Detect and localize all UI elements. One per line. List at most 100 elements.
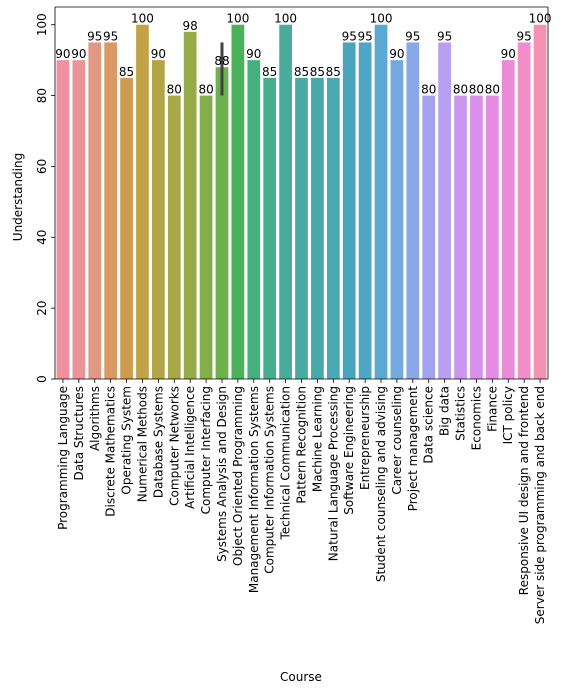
bar [485,95,499,380]
x-tick-label: Big data [438,386,452,436]
x-tick-label: Data science [422,386,436,464]
bar [199,95,213,380]
data-label: 100 [226,12,249,26]
y-tick-label: 40 [35,230,49,245]
bar [406,42,420,380]
bar [152,60,165,380]
x-tick-label: Discrete Mathematics [104,386,118,517]
data-label: 90 [151,47,166,61]
bar [247,60,261,380]
data-label: 98 [183,19,198,33]
data-label: 95 [405,29,420,43]
x-tick-label: Database Systems [151,386,165,498]
y-tick-label: 80 [35,88,49,103]
y-tick-label: 100 [35,13,49,36]
x-tick-label: Responsive UI design and frontend [517,386,531,595]
bar [167,95,181,380]
data-label: 80 [167,83,182,97]
bar [120,77,133,379]
x-tick-label: Management Information Systems [247,386,261,593]
bar [279,24,292,379]
bar [517,42,531,380]
data-label: 95 [437,29,452,43]
x-tick-label: Software Engineering [342,386,356,515]
x-tick-label: Programming Language [56,386,70,530]
y-tick-label: 60 [35,159,49,174]
data-label: 100 [131,12,154,26]
x-tick-label: Student counseling and advising [374,386,388,582]
data-label: 90 [71,47,86,61]
x-tick-label: Computer Interfacing [199,386,213,514]
bar [454,95,467,380]
x-tick-label: Artificial Intelligence [183,386,197,509]
bar [501,60,515,380]
data-label: 95 [103,29,118,43]
x-tick-label: Finance [485,386,499,432]
x-tick-label: Entrepreneurship [358,386,372,490]
x-tick-label: Systems Analysis and Design [215,386,229,562]
data-label: 85 [119,65,134,79]
data-label: 90 [246,47,261,61]
x-tick-label: Computer Information Systems [263,386,277,574]
data-label: 100 [370,12,393,26]
bar [390,60,404,380]
x-tick-label: Statistics [454,386,468,441]
x-tick-label: Computer Networks [167,386,181,506]
data-label: 95 [87,29,102,43]
x-tick-label: Pattern Recognition [295,386,309,504]
data-label: 95 [357,29,372,43]
bar [104,42,118,380]
data-label: 100 [274,12,297,26]
x-tick-label: Natural Language Processing [326,386,340,561]
data-label: 90 [55,47,70,61]
bar [342,42,356,380]
bar [422,95,436,380]
data-label: 85 [262,65,277,79]
bar [231,24,245,379]
x-tick-label: Object Oriented Programming [231,386,245,566]
x-tick-label: Project management [406,386,420,512]
x-tick-label: Machine Learning [310,386,324,492]
x-tick-label: Economics [469,386,483,450]
data-label: 88 [214,54,229,68]
x-tick-label: Operating System [120,386,134,495]
x-tick-label: Numerical Methods [135,386,149,502]
x-axis-title: Course [280,670,322,684]
bar [88,42,102,380]
data-label: 80 [198,83,213,97]
x-tick-label: ICT policy [501,386,515,444]
y-tick-label: 20 [35,301,49,316]
bar [56,60,70,380]
y-tick-label: 0 [35,375,49,383]
data-label: 90 [389,47,404,61]
data-label: 95 [517,29,532,43]
data-label: 80 [485,83,500,97]
data-label: 85 [326,65,341,79]
bar [311,77,324,379]
x-tick-label: Algorithms [88,386,102,451]
bar [263,77,277,379]
data-label: 85 [294,65,309,79]
data-label: 90 [501,47,516,61]
data-label: 100 [529,12,552,26]
x-tick-label: Technical Communication [279,386,293,541]
bar [438,42,451,380]
x-tick-label: Data Structures [72,386,86,481]
bar [136,24,149,379]
bar [295,77,308,379]
bar [183,31,197,380]
y-axis-title: Understanding [11,153,25,241]
data-label: 80 [469,83,484,97]
x-tick-label: Server side programming and back end [533,386,547,624]
data-label: 85 [310,65,325,79]
bar [533,24,547,379]
bar [215,67,229,379]
bar [374,24,388,379]
bar [72,60,86,380]
data-label: 80 [453,83,468,97]
x-tick-label: Career counseling [390,386,404,495]
bar [358,42,372,380]
data-label: 80 [421,83,436,97]
